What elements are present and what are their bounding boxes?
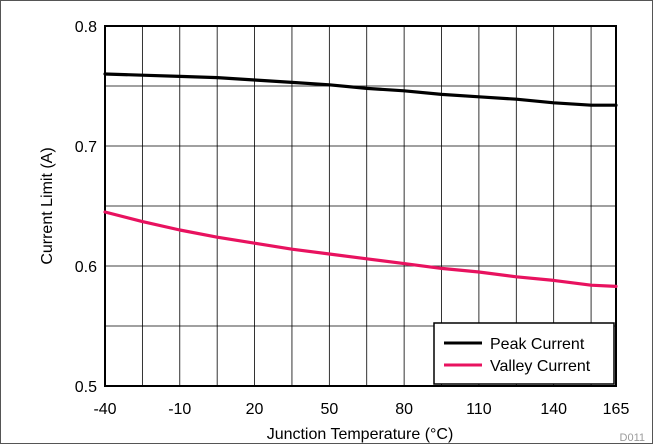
series-layer [105,74,616,286]
y-tick-label: 0.7 [75,139,97,156]
x-tick-label: -10 [168,401,191,418]
series-line-peak-current [105,74,616,105]
x-tick-label: 110 [466,401,492,418]
y-tick-label: 0.6 [75,259,97,276]
legend: Peak Current Valley Current [434,323,614,384]
y-tick-label: 0.8 [75,19,97,36]
x-tick-label: 80 [395,401,413,418]
y-tick-label: 0.5 [75,379,97,396]
x-tick-label: 165 [603,401,630,418]
x-tick-label: 20 [246,401,264,418]
series-line-valley-current [105,212,616,286]
y-axis-title: Current Limit (A) [39,147,56,264]
x-axis-ticks: -40 -10 20 50 80 110 140 165 [93,401,629,418]
legend-label-valley-current: Valley Current [490,358,591,375]
legend-label-peak-current: Peak Current [490,336,585,353]
y-axis-ticks: 0.5 0.6 0.7 0.8 [75,19,97,396]
x-axis-title: Junction Temperature (°C) [267,426,454,443]
x-tick-label: 50 [320,401,338,418]
x-tick-label: -40 [93,401,116,418]
x-tick-label: 140 [540,401,567,418]
figure-id: D011 [620,432,645,444]
